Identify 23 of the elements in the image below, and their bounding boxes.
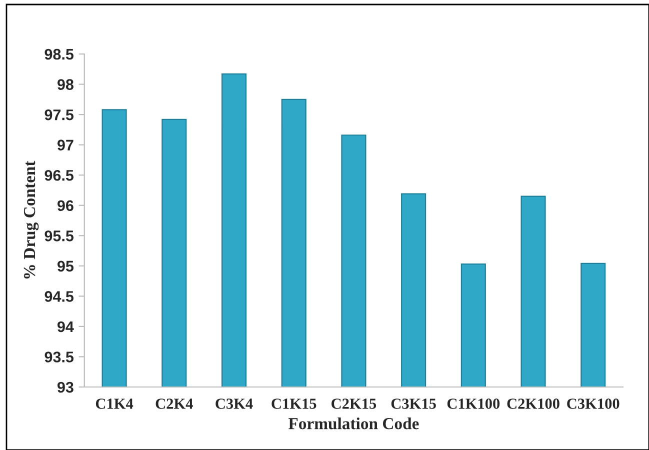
y-tick-label: 93.5 (44, 352, 74, 362)
y-axis-title: % Drug Content (24, 160, 39, 279)
y-tick-label: 93 (57, 382, 74, 393)
y-tick-label: 95 (57, 260, 74, 272)
x-tick-label: C2K100 (507, 398, 560, 409)
y-tick-label: 98 (57, 79, 74, 90)
y-tick-label: 94.5 (44, 291, 74, 302)
x-tick-label: C1K4 (96, 398, 134, 409)
y-tick-label: 97 (57, 140, 74, 151)
y-tick-label: 97.5 (44, 109, 74, 120)
x-tick-label: C3K4 (216, 398, 253, 409)
y-tick-label: 94 (57, 321, 74, 332)
y-tick-label: 96 (57, 200, 74, 212)
x-tick-label: C3K100 (567, 398, 620, 409)
x-tick-label: C3K15 (391, 398, 436, 409)
x-tick-label: C1K100 (447, 398, 500, 409)
y-tick-label: 95.5 (44, 230, 74, 242)
y-tick-label: 98.5 (44, 48, 74, 60)
x-tick-label: C2K4 (156, 398, 193, 409)
x-tick-label: C2K15 (332, 398, 376, 409)
y-tick-label: 96.5 (44, 170, 74, 181)
x-axis-title: Formulation Code (288, 418, 419, 430)
x-tick-label: C1K15 (272, 398, 316, 409)
